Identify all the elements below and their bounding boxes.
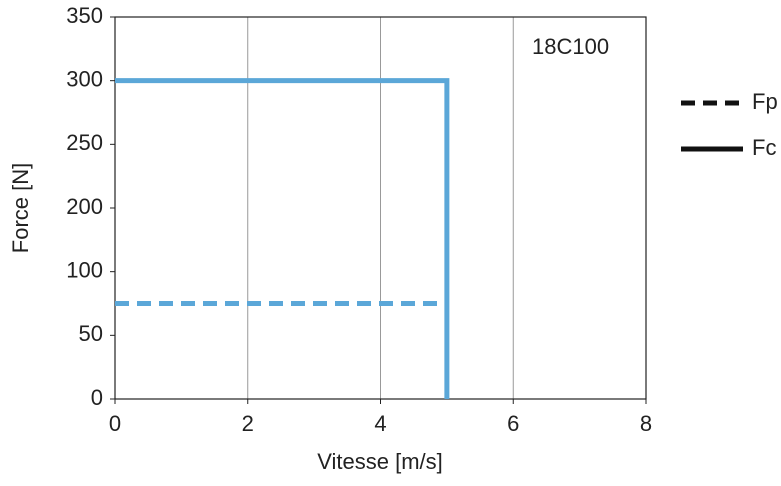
x-tick-label: 6	[507, 411, 519, 436]
y-tick-label: 350	[66, 3, 103, 28]
x-tick-label: 0	[109, 411, 121, 436]
y-tick-label: 300	[66, 66, 103, 91]
annotation: 18C100	[532, 34, 609, 59]
y-tick-label: 50	[79, 321, 103, 346]
x-tick-label: 4	[374, 411, 386, 436]
plot-frame	[114, 16, 647, 400]
x-tick-label: 8	[640, 411, 652, 436]
y-axis-label: Force [N]	[8, 163, 33, 253]
x-axis-label: Vitesse [m/s]	[317, 449, 443, 474]
y-tick-label: 250	[66, 130, 103, 155]
x-tick-label: 2	[242, 411, 254, 436]
y-tick-label: 0	[91, 385, 103, 410]
legend-label: Fc	[752, 135, 776, 160]
y-tick-label: 200	[66, 194, 103, 219]
series-line	[115, 78, 450, 399]
y-tick-label: 100	[66, 257, 103, 282]
legend-label: Fp	[752, 89, 778, 114]
